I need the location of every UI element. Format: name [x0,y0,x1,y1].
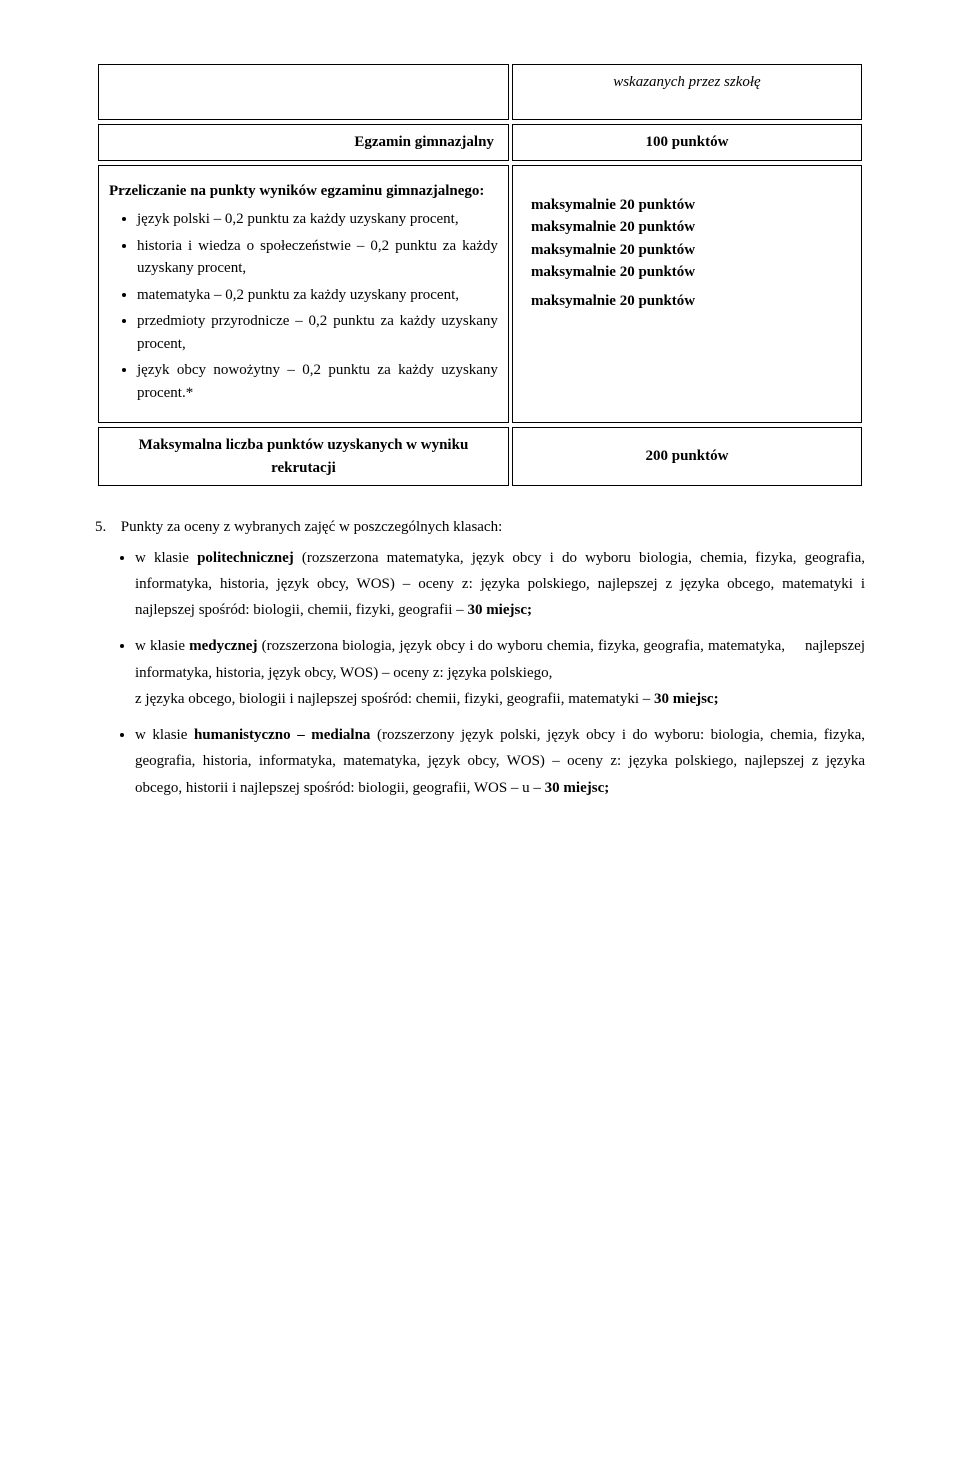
bullet-politechniczna: w klasie politechnicznej (rozszerzona ma… [135,545,865,624]
bullet-class-name: politechnicznej [197,550,294,566]
exam-label: Egzamin gimnazjalny [98,124,509,161]
bullet-places: 30 miejsc; [467,602,532,618]
school-note-text: wskazanych przez szkołę [512,64,862,120]
max-points: 200 punktów [512,427,862,486]
bullet-text: z języka obcego, biologii i najlepszej s… [135,691,654,707]
exam-points: 100 punktów [512,124,862,161]
bullet-places: 30 miejsc; [545,780,610,796]
bullet-places: 30 miejsc; [654,691,719,707]
max-points-line: maksymalnie 20 punktów [531,216,843,239]
max-label: Maksymalna liczba punktów uzyskanych w w… [98,427,509,486]
section-number: 5. [95,516,117,539]
row-conversion: Przeliczanie na punkty wyników egzaminu … [98,165,862,424]
conversion-item: historia i wiedza o społeczeństwie – 0,2… [137,235,498,280]
conversion-list: język polski – 0,2 punktu za każdy uzysk… [109,208,498,404]
row-max: Maksymalna liczba punktów uzyskanych w w… [98,427,862,486]
bullet-humanistyczna: w klasie humanistyczno – medialna (rozsz… [135,722,865,801]
max-points-line: maksymalnie 20 punktów [531,239,843,262]
section-lead: Punkty za oceny z wybranych zajęć w posz… [121,519,503,535]
max-points-line: maksymalnie 20 punktów [531,194,843,217]
class-bullets: w klasie politechnicznej (rozszerzona ma… [95,545,865,801]
conversion-item: język obcy nowożytny – 0,2 punktu za każ… [137,359,498,404]
bullet-text: w klasie [135,638,189,654]
row-exam: Egzamin gimnazjalny 100 punktów [98,124,862,161]
bullet-class-name: medycznej [189,638,257,654]
bullet-medyczna: w klasie medycznej (rozszerzona biologia… [135,633,865,712]
row-school-note: wskazanych przez szkołę [98,64,862,120]
bullet-text: najlepszej [805,633,865,659]
conversion-points-stack: maksymalnie 20 punktów maksymalnie 20 pu… [525,166,849,331]
conversion-item: matematyka – 0,2 punktu za każdy uzyskan… [137,284,498,307]
conversion-item: język polski – 0,2 punktu za każdy uzysk… [137,208,498,231]
max-points-line: maksymalnie 20 punktów [531,261,843,284]
bullet-text: w klasie [135,727,194,743]
bullet-text: w klasie [135,550,197,566]
scoring-table: wskazanych przez szkołę Egzamin gimnazja… [95,60,865,490]
section-5: 5. Punkty za oceny z wybranych zajęć w p… [95,516,865,801]
conversion-item: przedmioty przyrodnicze – 0,2 punktu za … [137,310,498,355]
bullet-class-name: humanistyczno – medialna [194,727,370,743]
conversion-heading: Przeliczanie na punkty wyników egzaminu … [109,180,498,203]
max-points-line: maksymalnie 20 punktów [531,290,843,313]
